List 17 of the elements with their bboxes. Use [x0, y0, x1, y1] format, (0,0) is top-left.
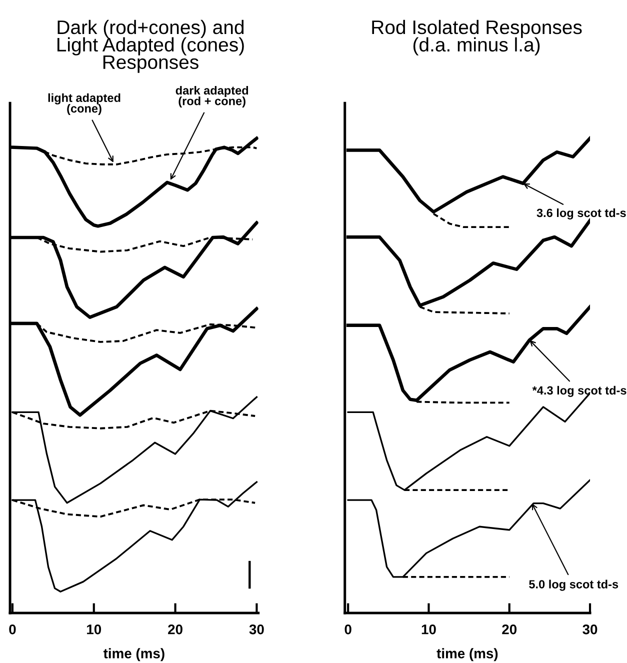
x-tick-label: 30: [249, 624, 264, 634]
annotation: 3.6 log scot td-s: [536, 208, 626, 220]
annotation: *4.3 log scot td-s: [532, 386, 626, 397]
annotation: dark adapted (rod + cone): [176, 86, 248, 108]
x-tick-label: 10: [422, 624, 436, 634]
x-axis-title: time (ms): [436, 648, 498, 662]
x-tick-label: 0: [344, 624, 352, 634]
x-axis-title: time (ms): [103, 648, 164, 662]
chart-title: Dark (rod+cones) and Light Adapted (cones) Responses: [57, 20, 244, 73]
annotation: 5.0 log scot td-s: [529, 580, 618, 591]
chart-title: Rod Isolated Responses (d.a. minus l.a): [372, 20, 582, 56]
x-tick-label: 30: [582, 624, 598, 634]
x-tick-label: 10: [87, 624, 102, 634]
annotation: light adapted (cone): [48, 93, 120, 115]
x-tick-label: 0: [9, 624, 16, 634]
x-tick-label: 20: [502, 624, 517, 634]
x-tick-label: 20: [168, 624, 182, 634]
